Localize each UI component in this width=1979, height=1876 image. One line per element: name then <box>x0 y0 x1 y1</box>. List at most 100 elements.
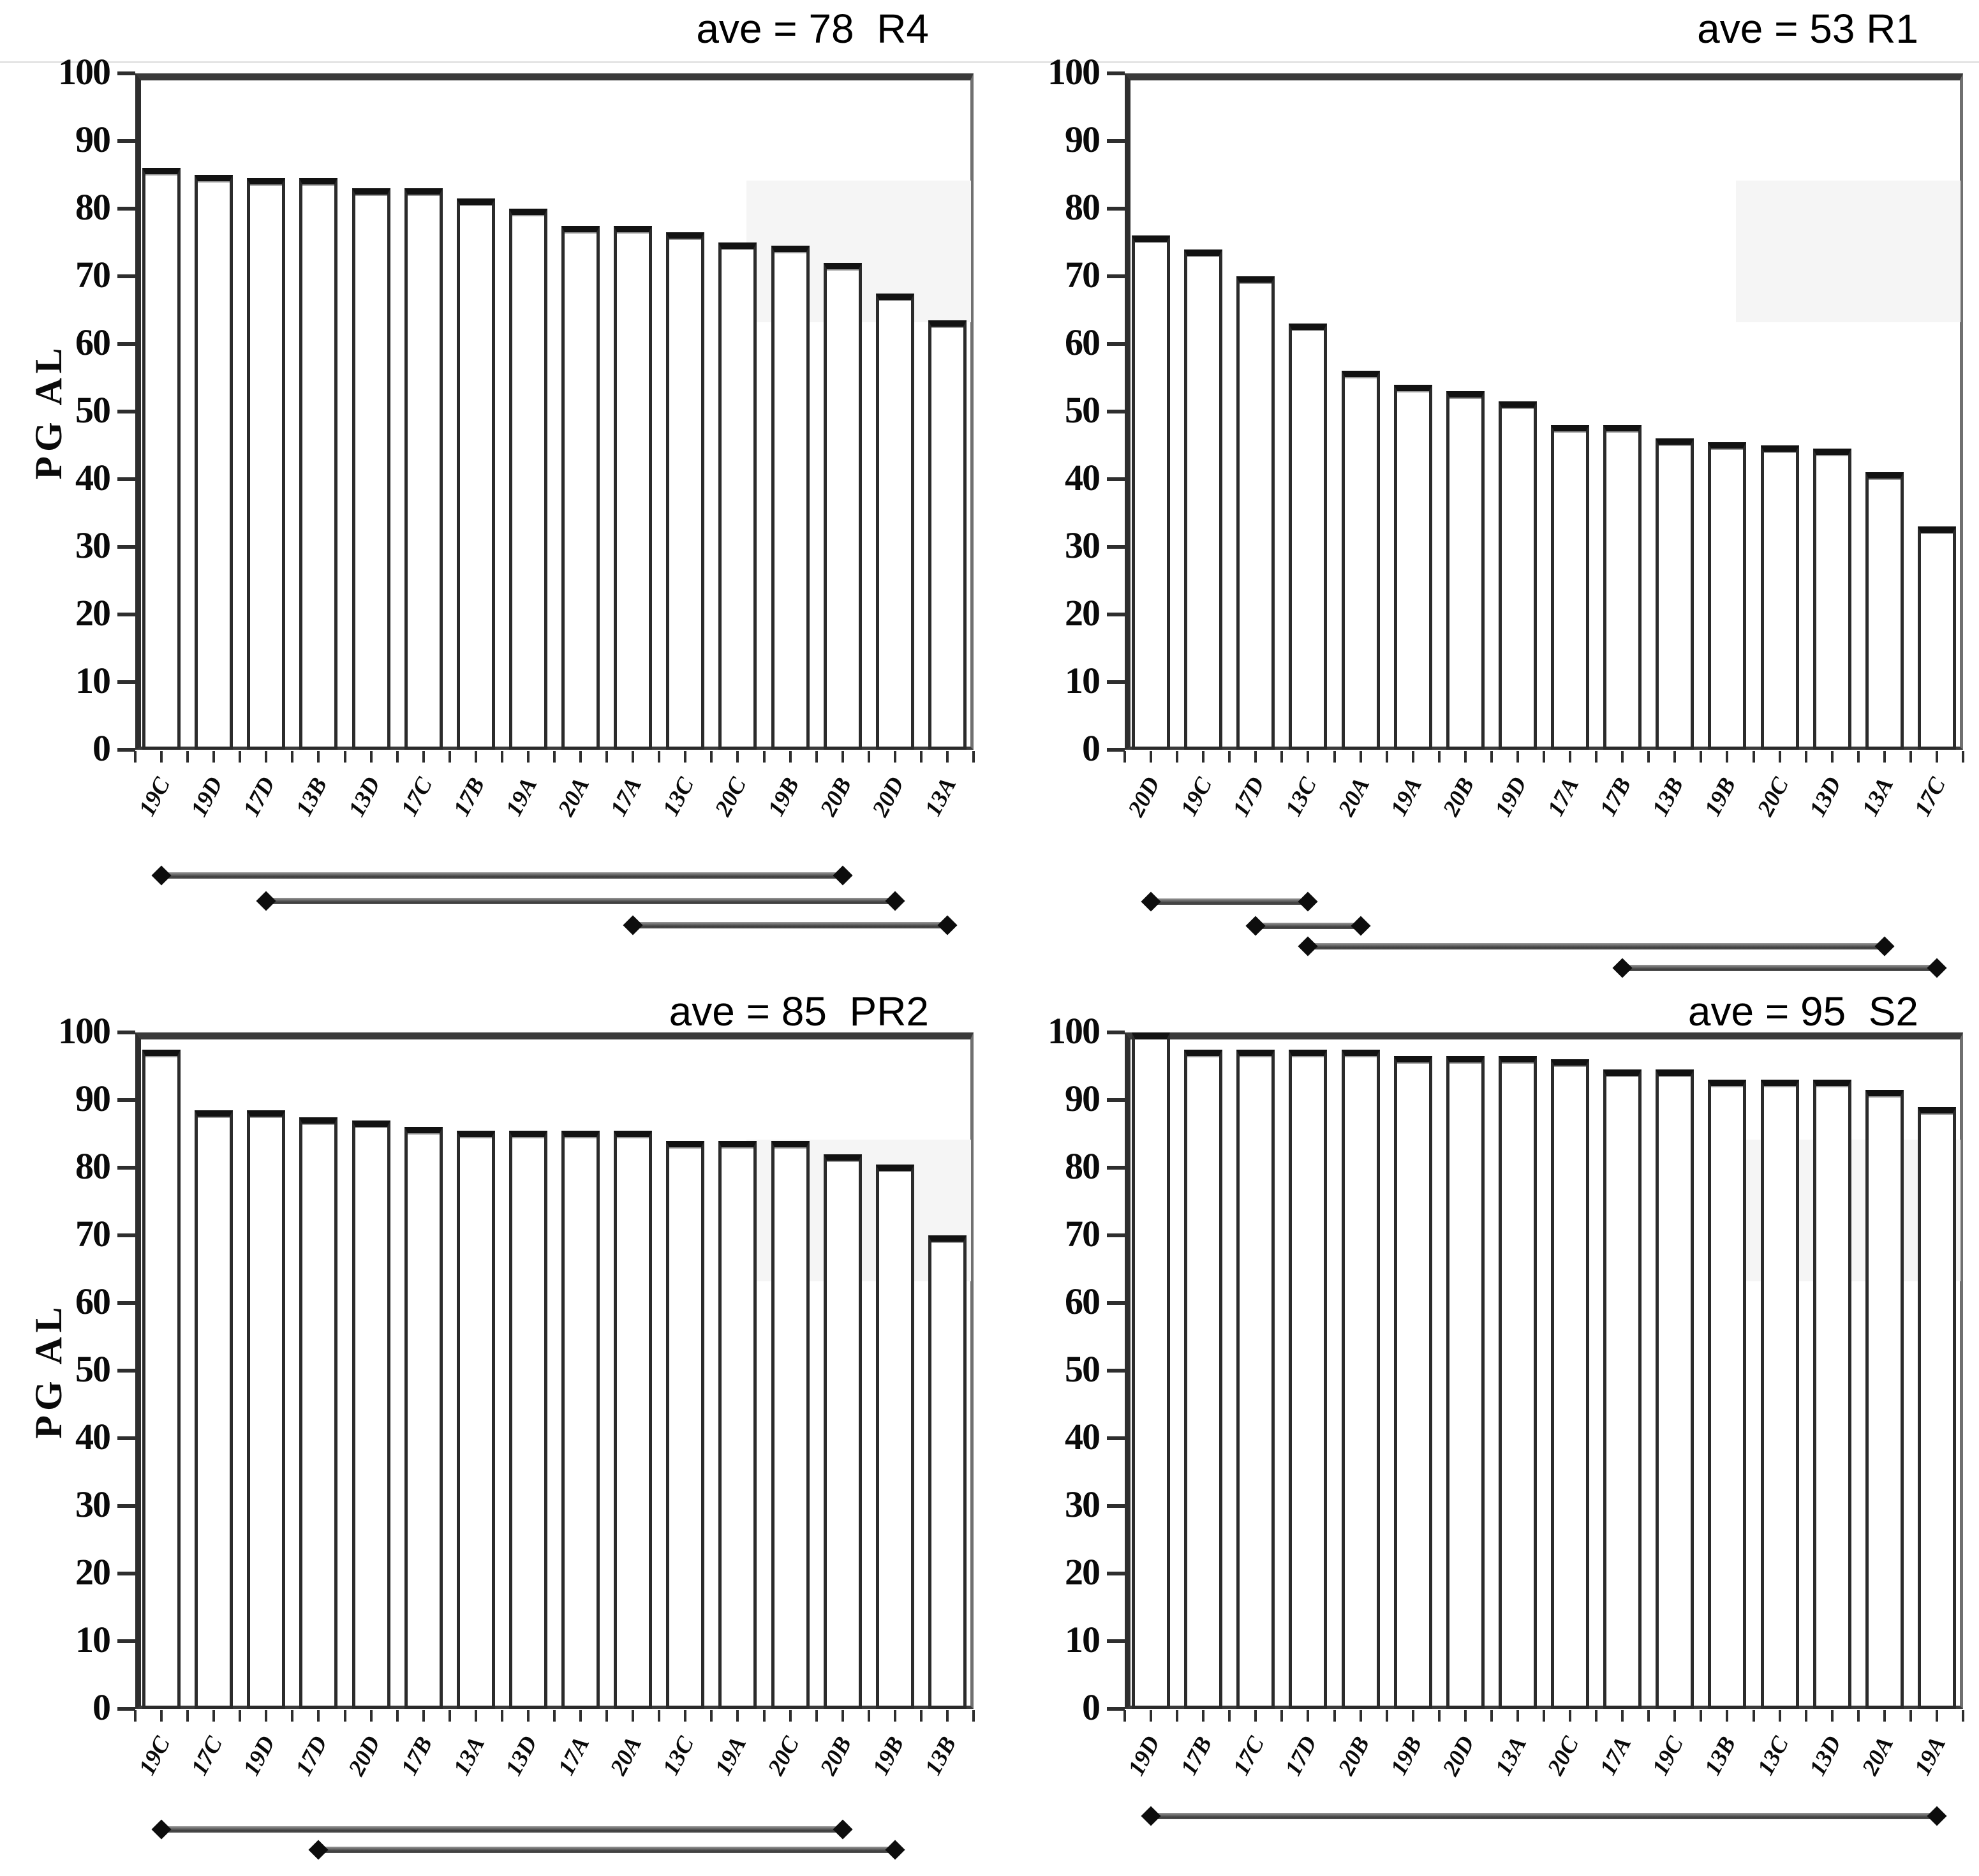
bar <box>456 198 495 750</box>
x-axis-tick <box>1883 1710 1886 1722</box>
x-axis-tick <box>343 751 346 763</box>
bar <box>1498 1056 1537 1709</box>
x-axis-tick <box>1490 1710 1493 1722</box>
y-axis-tick <box>1107 613 1125 616</box>
y-axis-tick-label: 60 <box>75 322 111 363</box>
significance-range-line <box>1245 916 1371 936</box>
y-axis-tick-label: 0 <box>1082 1686 1101 1728</box>
x-axis-tick <box>1909 1710 1912 1722</box>
y-axis-tick <box>117 1369 135 1373</box>
x-axis-tick <box>1150 751 1153 763</box>
x-axis-tick <box>317 751 320 763</box>
x-axis-tick <box>579 751 582 763</box>
x-axis-tick <box>1437 751 1441 763</box>
y-axis-tick-label: 30 <box>1065 525 1101 566</box>
x-axis-tick <box>1150 1710 1153 1722</box>
x-axis-tick <box>265 1710 268 1722</box>
x-axis-tick <box>369 1710 373 1722</box>
x-axis-tick <box>134 751 137 763</box>
bar <box>508 209 547 750</box>
x-axis-tick <box>1595 1710 1598 1722</box>
x-axis-tick <box>422 1710 425 1722</box>
y-axis-tick-label: 40 <box>75 457 111 498</box>
x-axis-tick <box>684 1710 687 1722</box>
diamond-endpoint-icon <box>1298 891 1318 912</box>
y-axis-tick <box>117 477 135 481</box>
bar <box>875 293 914 750</box>
bar <box>823 1154 862 1709</box>
y-axis-tick-label: 70 <box>75 1213 111 1254</box>
chart-panel-R1: ave = 53 R1 0 10 20 30 40 50 60 70 80 90 100 20D 19C 1… <box>990 0 1979 978</box>
x-axis-tick <box>1804 1710 1807 1722</box>
y-axis-tick <box>117 1707 135 1711</box>
bar <box>928 1235 967 1709</box>
y-axis-tick <box>117 410 135 413</box>
x-axis-tick <box>1830 751 1834 763</box>
y-axis-tick <box>1107 1369 1125 1373</box>
bar <box>771 1140 810 1709</box>
x-axis-tick <box>579 1710 582 1722</box>
x-axis-tick <box>1778 751 1781 763</box>
x-axis-tick <box>1123 1710 1126 1722</box>
y-axis-tick-label: 100 <box>1048 1010 1101 1052</box>
y-axis-tick-label: 20 <box>75 592 111 634</box>
y-axis-tick <box>117 342 135 346</box>
y-axis-tick <box>117 1504 135 1508</box>
bar <box>247 1110 286 1709</box>
y-axis-tick <box>117 613 135 616</box>
x-axis-tick <box>526 751 530 763</box>
y-axis-tick <box>1107 1436 1125 1440</box>
x-axis-tick <box>1673 1710 1677 1722</box>
bar <box>1341 1049 1380 1709</box>
bar <box>1760 445 1799 750</box>
x-axis-tick <box>1176 751 1179 763</box>
y-axis-tick <box>117 1098 135 1102</box>
x-axis-tick <box>841 1710 844 1722</box>
diamond-endpoint-icon <box>937 915 958 935</box>
x-axis-tick <box>1909 751 1912 763</box>
y-axis-title: PG AL <box>27 343 70 480</box>
significance-range-line <box>1141 891 1318 912</box>
x-axis-tick <box>1333 751 1336 763</box>
bar <box>1446 391 1485 750</box>
y-axis-tick <box>1107 274 1125 278</box>
x-axis-tick <box>736 751 739 763</box>
x-axis-tick <box>1464 1710 1467 1722</box>
bar <box>666 1140 705 1709</box>
x-axis-tick <box>815 1710 818 1722</box>
x-axis-tick <box>448 751 451 763</box>
x-axis-tick <box>1464 751 1467 763</box>
diamond-endpoint-icon <box>1351 916 1371 936</box>
x-axis-tick <box>1804 751 1807 763</box>
y-axis-tick-label: 50 <box>75 1348 111 1390</box>
bar <box>1132 235 1171 750</box>
y-axis-tick <box>1107 1572 1125 1575</box>
x-axis-tick <box>762 1710 766 1722</box>
y-axis-tick-label: 20 <box>1065 1551 1101 1593</box>
y-axis-tick <box>1107 1504 1125 1508</box>
chart-panel-R4: ave = 78 R4 0 10 20 30 40 50 60 70 80 90 100 PG AL 19… <box>0 0 990 938</box>
x-axis-tick <box>1307 751 1310 763</box>
diamond-endpoint-icon <box>1245 916 1266 936</box>
y-axis-tick-label: 20 <box>1065 592 1101 634</box>
bar <box>352 188 390 750</box>
bar <box>404 188 443 750</box>
x-axis-tick <box>841 751 844 763</box>
bar <box>404 1127 443 1709</box>
y-axis-tick-label: 80 <box>1065 1145 1101 1187</box>
y-axis-tick <box>117 1031 135 1034</box>
y-axis-tick-label: 70 <box>1065 254 1101 295</box>
bar <box>718 1140 757 1709</box>
bar <box>142 1049 181 1709</box>
y-axis-tick <box>117 1166 135 1170</box>
diamond-endpoint-icon <box>623 915 643 935</box>
bar <box>1184 249 1223 750</box>
y-axis-tick <box>117 1301 135 1305</box>
plot-area <box>1125 73 1963 750</box>
x-axis-tick <box>789 751 792 763</box>
x-axis-tick <box>1437 1710 1441 1722</box>
chart-title: ave = 85 PR2 <box>669 988 929 1034</box>
bar <box>142 168 181 750</box>
y-axis-tick <box>117 274 135 278</box>
